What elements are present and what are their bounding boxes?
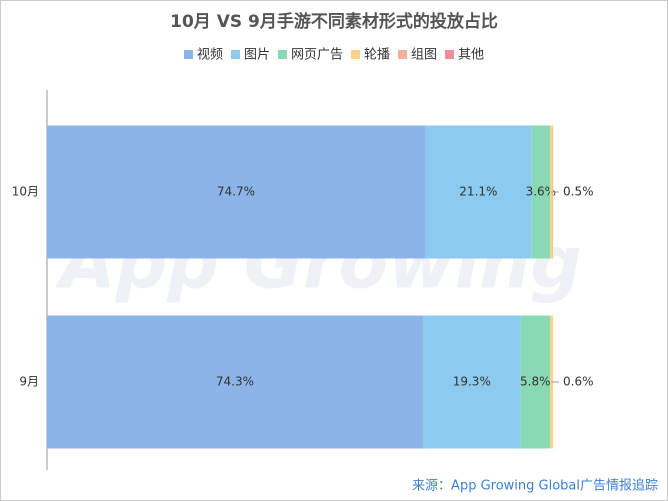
bar-segment	[47, 125, 425, 259]
legend-label: 其他	[458, 48, 484, 63]
legend-swatch	[277, 50, 287, 59]
legend-label: 轮播	[364, 48, 390, 63]
bar-segment	[520, 315, 550, 449]
legend-swatch	[183, 50, 193, 59]
data-label: 19.3%	[453, 375, 491, 389]
bar-segment	[424, 125, 532, 259]
bar-segment	[552, 125, 553, 259]
data-label: 74.7%	[217, 185, 255, 199]
legend-label: 视频	[197, 48, 223, 63]
legend-label: 组图	[411, 48, 437, 63]
data-label: 3.6%	[526, 185, 557, 199]
data-label: 5.8%	[520, 375, 551, 389]
legend-label: 网页广告	[291, 48, 343, 63]
source: 来源：App Growing Global广告情报追踪	[412, 478, 658, 494]
legend-swatch	[445, 50, 455, 59]
legend-swatch	[351, 50, 360, 59]
chart-title: 10月 VS 9月手游不同素材形式的投放占比	[170, 11, 498, 32]
bar-segment	[531, 125, 550, 259]
data-label: 21.1%	[459, 185, 497, 199]
legend-swatch	[230, 50, 240, 59]
y-tick-label: 10月	[12, 185, 39, 199]
bar-segment	[47, 315, 423, 449]
bar-segment	[422, 315, 521, 449]
legend-label: 图片	[244, 48, 270, 63]
data-label: 0.6%	[563, 375, 594, 389]
data-label: 74.3%	[216, 375, 254, 389]
y-tick-label: 9月	[19, 375, 39, 389]
legend-swatch	[398, 50, 408, 59]
data-label: 0.5%	[563, 185, 594, 199]
